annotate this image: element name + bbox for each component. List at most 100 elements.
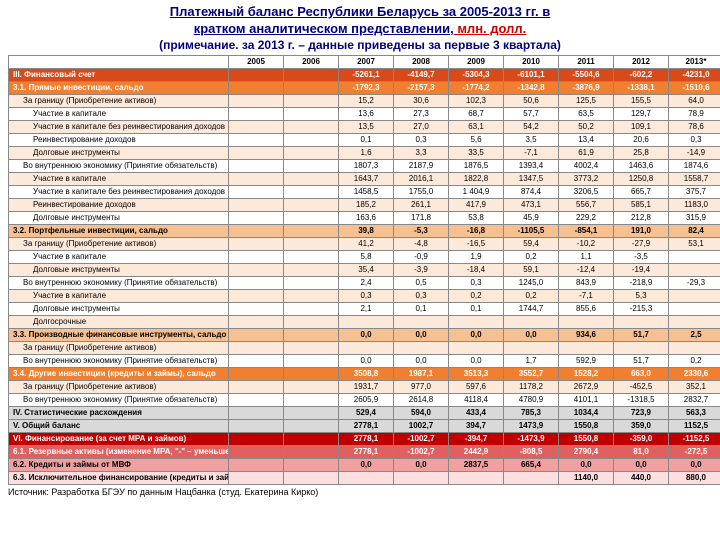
cell: 394,7 — [449, 419, 504, 432]
year-header: 2008 — [394, 55, 449, 68]
cell: 125,5 — [559, 94, 614, 107]
cell: 1,1 — [559, 250, 614, 263]
cell: 27,0 — [394, 120, 449, 133]
cell: 352,1 — [669, 380, 720, 393]
row-label: Долговые инструменты — [9, 263, 229, 276]
cell — [394, 341, 449, 354]
row-label: 6.2. Кредиты и займы от МВФ — [9, 458, 229, 471]
cell: -218,9 — [614, 276, 669, 289]
cell: 78,6 — [669, 120, 720, 133]
cell — [229, 367, 284, 380]
cell: -6101,1 — [504, 68, 559, 81]
cell: 0,0 — [669, 458, 720, 471]
row-label: Во внутреннюю экономику (Принятие обязат… — [9, 393, 229, 406]
cell: -3,5 — [614, 250, 669, 263]
cell: 2442,9 — [449, 445, 504, 458]
cell — [229, 198, 284, 211]
cell: -16,5 — [449, 237, 504, 250]
cell: 0,3 — [394, 289, 449, 302]
cell — [229, 107, 284, 120]
cell: 1643,7 — [339, 172, 394, 185]
cell: 212,8 — [614, 211, 669, 224]
cell: 0,0 — [449, 328, 504, 341]
cell: 109,1 — [614, 120, 669, 133]
cell — [284, 302, 339, 315]
row-label: 3.1. Прямые инвестиции, сальдо — [9, 81, 229, 94]
cell — [669, 302, 720, 315]
cell: -5304,3 — [449, 68, 504, 81]
cell: 934,6 — [559, 328, 614, 341]
cell: 440,0 — [614, 471, 669, 484]
cell: 4101,1 — [559, 393, 614, 406]
cell: 2,1 — [339, 302, 394, 315]
cell: 417,9 — [449, 198, 504, 211]
cell: 45,9 — [504, 211, 559, 224]
cell: 0,2 — [504, 250, 559, 263]
cell: -602,2 — [614, 68, 669, 81]
cell: 1528,2 — [559, 367, 614, 380]
cell: 563,3 — [669, 406, 720, 419]
cell — [229, 380, 284, 393]
cell: 855,6 — [559, 302, 614, 315]
cell — [284, 315, 339, 328]
cell: 0,1 — [339, 133, 394, 146]
row-label: Участие в капитале без реинвестирования … — [9, 185, 229, 198]
cell — [559, 341, 614, 354]
cell: 102,3 — [449, 94, 504, 107]
year-header: 2006 — [284, 55, 339, 68]
year-header: 2009 — [449, 55, 504, 68]
cell — [229, 81, 284, 94]
cell — [229, 211, 284, 224]
cell: 2832,7 — [669, 393, 720, 406]
cell: 0,2 — [669, 354, 720, 367]
cell — [284, 172, 339, 185]
page-subtitle: (примечание. за 2013 г. – данные приведе… — [8, 38, 712, 52]
cell: 4002,4 — [559, 159, 614, 172]
cell: 64,0 — [669, 94, 720, 107]
cell: 0,0 — [339, 458, 394, 471]
cell: 59,1 — [504, 263, 559, 276]
cell: -1338,1 — [614, 81, 669, 94]
cell: 0,0 — [339, 328, 394, 341]
cell: -1152,5 — [669, 432, 720, 445]
cell: 0,0 — [559, 458, 614, 471]
cell: 723,9 — [614, 406, 669, 419]
cell: 2187,9 — [394, 159, 449, 172]
cell — [229, 224, 284, 237]
row-label: Участие в капитале — [9, 289, 229, 302]
cell: 843,9 — [559, 276, 614, 289]
cell: 2790,4 — [559, 445, 614, 458]
cell: 0,3 — [394, 133, 449, 146]
cell — [669, 315, 720, 328]
cell — [229, 302, 284, 315]
cell: 2614,8 — [394, 393, 449, 406]
cell: 1178,2 — [504, 380, 559, 393]
cell: 2672,9 — [559, 380, 614, 393]
cell — [504, 315, 559, 328]
cell: 1558,7 — [669, 172, 720, 185]
cell: -7,1 — [504, 146, 559, 159]
cell — [284, 471, 339, 484]
cell: -5261,1 — [339, 68, 394, 81]
cell: -12,4 — [559, 263, 614, 276]
cell: 1 404,9 — [449, 185, 504, 198]
cell: 1183,0 — [669, 198, 720, 211]
cell: 1347,5 — [504, 172, 559, 185]
cell: 1550,8 — [559, 419, 614, 432]
cell: 1874,6 — [669, 159, 720, 172]
cell: 2330,6 — [669, 367, 720, 380]
cell: 585,1 — [614, 198, 669, 211]
cell: 3508,8 — [339, 367, 394, 380]
cell: -10,2 — [559, 237, 614, 250]
cell: -4,8 — [394, 237, 449, 250]
cell — [229, 315, 284, 328]
row-label: Долговые инструменты — [9, 146, 229, 159]
cell: 13,6 — [339, 107, 394, 120]
cell — [229, 159, 284, 172]
cell: 50,6 — [504, 94, 559, 107]
cell — [669, 263, 720, 276]
row-label: За границу (Приобретение активов) — [9, 237, 229, 250]
cell: -5,3 — [394, 224, 449, 237]
cell: 597,6 — [449, 380, 504, 393]
cell — [614, 315, 669, 328]
